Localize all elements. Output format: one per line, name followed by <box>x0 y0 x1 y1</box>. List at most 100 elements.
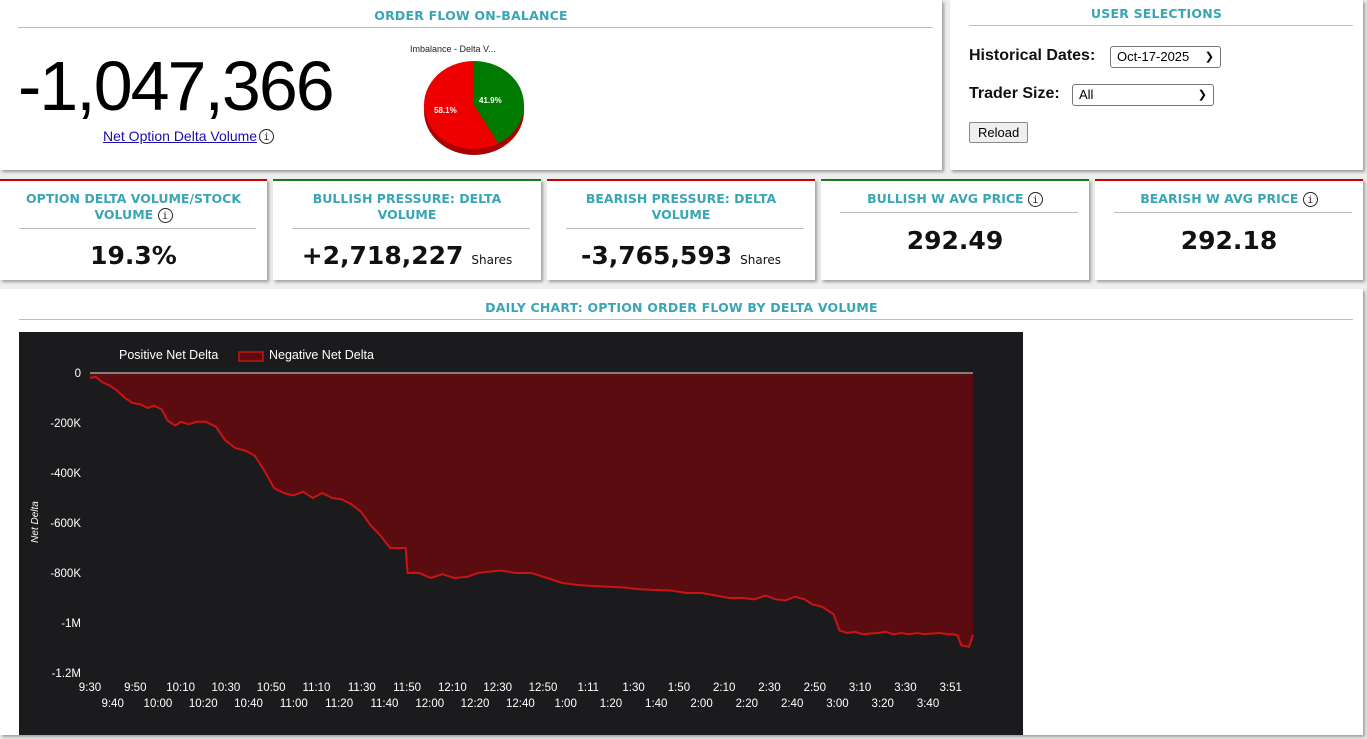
x-tick-label: 2:20 <box>736 698 758 710</box>
order-flow-title: ORDER FLOW ON-BALANCE <box>374 8 568 23</box>
x-tick-label: 10:10 <box>166 682 195 694</box>
pie-slice-bearish <box>424 61 499 149</box>
order-flow-divider <box>18 27 933 28</box>
negative-net-delta-area <box>90 373 973 647</box>
x-tick-label: 2:40 <box>781 698 803 710</box>
x-tick-label: 12:40 <box>506 698 535 710</box>
legend-negative[interactable]: Negative Net Delta <box>269 348 374 362</box>
y-tick-label: 0 <box>75 368 81 380</box>
chart-area: Positive Net Delta Negative Net Delta Ne… <box>19 332 1023 735</box>
x-tick-label: 10:40 <box>234 698 263 710</box>
x-tick-label: 3:20 <box>872 698 894 710</box>
card-bullish-avg-price: BULLISH W AVG PRICE i 292.49 <box>821 179 1089 280</box>
x-tick-label: 11:00 <box>280 698 308 710</box>
y-tick-label: -200K <box>50 418 81 430</box>
trader-size-label: Trader Size: <box>969 85 1060 102</box>
x-tick-label: 1:50 <box>668 682 690 694</box>
trader-size-value: All <box>1079 87 1094 102</box>
card-title: BULLISH W AVG PRICE i <box>821 191 1089 207</box>
info-icon[interactable]: i <box>1027 192 1043 207</box>
card-title: BEARISH W AVG PRICE i <box>1095 191 1363 207</box>
x-tick-label: 11:30 <box>348 682 376 694</box>
net-option-delta-link[interactable]: Net Option Delta Volume <box>103 128 258 144</box>
y-tick-label: -400K <box>50 468 81 480</box>
x-tick-label: 12:50 <box>529 682 558 694</box>
x-tick-label: 10:00 <box>144 698 173 710</box>
y-tick-label: -800K <box>50 568 81 580</box>
x-tick-label: 9:40 <box>101 698 123 710</box>
card-title: BULLISH PRESSURE: DELTA VOLUME <box>312 191 502 222</box>
x-tick-label: 3:40 <box>917 698 939 710</box>
x-axis-ticks: 9:30 9:50 10:10 10:30 10:50 11:10 11:30 11:50 12… <box>79 682 962 710</box>
y-tick-label: -600K <box>50 518 81 530</box>
x-tick-label: 1:30 <box>622 682 644 694</box>
card-bearish-pressure: BEARISH PRESSURE: DELTA VOLUME -3,765,59… <box>547 179 815 280</box>
y-axis-ticks: 0 -200K -400K -600K -800K -1M -1.2M <box>50 368 81 680</box>
y-tick-label: -1.2M <box>52 668 81 680</box>
x-tick-label: 12:00 <box>415 698 444 710</box>
legend-positive[interactable]: Positive Net Delta <box>119 348 218 362</box>
card-divider <box>1114 212 1352 213</box>
card-title: BEARISH PRESSURE: DELTA VOLUME <box>585 191 777 222</box>
card-title: OPTION DELTA VOLUME/STOCK VOLUME i <box>0 191 267 223</box>
user-selections-divider <box>969 25 1353 26</box>
x-tick-label: 3:30 <box>894 682 916 694</box>
daily-chart-title: DAILY CHART: OPTION ORDER FLOW BY DELTA … <box>485 300 878 315</box>
card-value-unit: Shares <box>471 253 513 267</box>
card-value: -3,765,593 Shares <box>547 241 815 270</box>
pie-title: Imbalance - Delta V... <box>410 44 496 54</box>
card-value: 292.49 <box>906 226 1004 255</box>
x-tick-label: 2:00 <box>690 698 712 710</box>
card-value-unit: Shares <box>740 253 782 267</box>
x-tick-label: 12:10 <box>438 682 467 694</box>
card-divider <box>566 228 804 229</box>
x-tick-label: 1:11 <box>578 682 600 694</box>
card-value: 19.3% <box>90 241 177 270</box>
card-title-text: OPTION DELTA VOLUME/STOCK VOLUME <box>25 191 242 222</box>
card-delta-stock-ratio: OPTION DELTA VOLUME/STOCK VOLUME i 19.3% <box>0 179 267 280</box>
reload-button[interactable]: Reload <box>969 122 1029 143</box>
card-value: +2,718,227 Shares <box>273 241 541 270</box>
card-divider <box>19 228 256 229</box>
card-top-bar <box>0 179 267 181</box>
historical-dates-label: Historical Dates: <box>969 47 1096 64</box>
x-tick-label: 11:10 <box>303 682 331 694</box>
chevron-down-icon: ❯ <box>1204 51 1214 63</box>
card-divider <box>840 212 1078 213</box>
pie-label-bearish: 58.1% <box>434 106 457 115</box>
card-value: 292.18 <box>1180 226 1278 255</box>
net-delta-chart: Positive Net Delta Negative Net Delta Ne… <box>30 348 974 710</box>
historical-dates-select[interactable]: Oct-17-2025 ❯ <box>1110 46 1221 68</box>
x-tick-label: 3:10 <box>849 682 871 694</box>
card-top-bar <box>547 179 815 181</box>
card-value-number: -3,765,593 <box>580 241 733 270</box>
card-top-bar <box>1095 179 1363 181</box>
x-tick-label: 1:20 <box>600 698 622 710</box>
x-tick-label: 3:00 <box>826 698 848 710</box>
pie-slice-bullish <box>474 61 524 144</box>
x-tick-label: 1:40 <box>645 698 667 710</box>
card-value-number: +2,718,227 <box>301 241 464 270</box>
x-tick-label: 12:20 <box>461 698 490 710</box>
card-bearish-avg-price: BEARISH W AVG PRICE i 292.18 <box>1095 179 1363 280</box>
x-tick-label: 10:50 <box>257 682 286 694</box>
card-divider <box>292 228 530 229</box>
net-delta-value: -1,047,366 <box>18 47 335 125</box>
card-bullish-pressure: BULLISH PRESSURE: DELTA VOLUME +2,718,22… <box>273 179 541 280</box>
chevron-down-icon: ❯ <box>1197 89 1207 101</box>
x-tick-label: 2:10 <box>713 682 735 694</box>
info-icon[interactable]: i <box>1302 192 1318 207</box>
imbalance-pie-chart: 58.1% 41.9% <box>424 61 524 155</box>
card-title-text: BULLISH W AVG PRICE <box>867 191 1024 206</box>
historical-dates-value: Oct-17-2025 <box>1117 49 1190 64</box>
info-icon[interactable]: i <box>259 129 274 144</box>
trader-size-select[interactable]: All ❯ <box>1072 84 1214 106</box>
card-title-text: BEARISH W AVG PRICE <box>1140 191 1299 206</box>
user-selections-title: USER SELECTIONS <box>1090 6 1223 21</box>
info-icon[interactable]: i <box>157 208 173 223</box>
x-tick-label: 12:30 <box>483 682 512 694</box>
y-axis-label: Net Delta <box>30 501 41 543</box>
negative-net-delta-line <box>89 375 974 648</box>
x-tick-label: 11:20 <box>325 698 353 710</box>
y-tick-label: -1M <box>61 618 81 630</box>
